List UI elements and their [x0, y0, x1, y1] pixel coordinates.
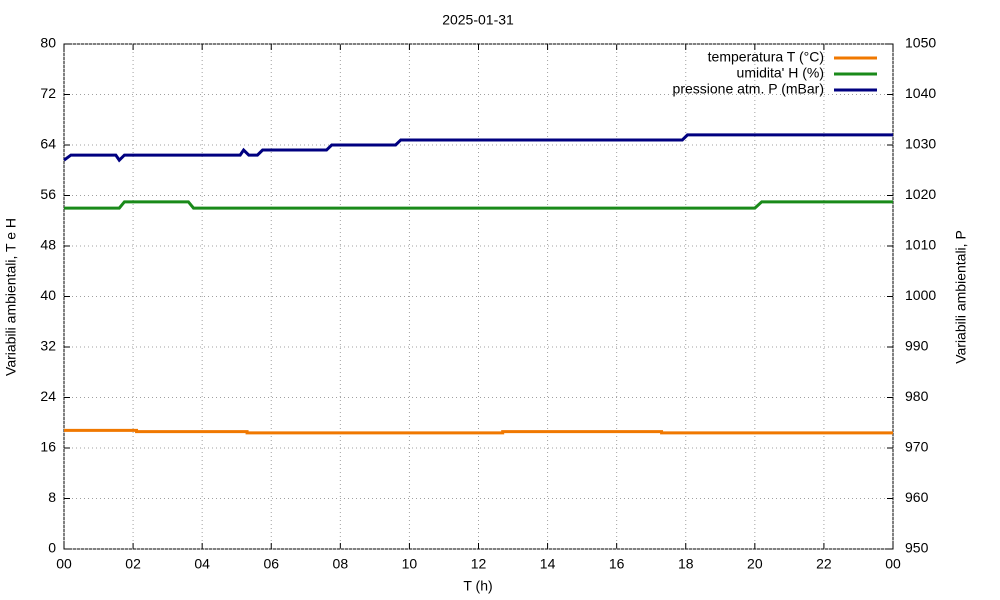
- legend-label: pressione atm. P (mBar): [673, 81, 824, 97]
- x-tick-label: 12: [471, 556, 487, 572]
- y-tick-label: 48: [40, 237, 56, 253]
- x-tick-label: 16: [609, 556, 625, 572]
- legend-label: temperatura T (°C): [708, 49, 824, 65]
- y2-tick-label: 1040: [905, 85, 936, 101]
- y-tick-label: 40: [40, 287, 56, 303]
- y-tick-label: 0: [48, 540, 56, 556]
- x-tick-label: 10: [402, 556, 418, 572]
- series-line: [64, 428, 893, 435]
- x-tick-label: 02: [125, 556, 141, 572]
- x-tick-label: 22: [816, 556, 832, 572]
- x-tick-label: 06: [263, 556, 279, 572]
- y2-tick-label: 1020: [905, 186, 936, 202]
- chart-title: 2025-01-31: [442, 12, 514, 28]
- y-tick-label: 24: [40, 388, 56, 404]
- y2-tick-label: 990: [905, 338, 929, 354]
- x-tick-label: 18: [678, 556, 694, 572]
- x-tick-label: 00: [56, 556, 72, 572]
- y-tick-label: 56: [40, 186, 56, 202]
- y2-tick-label: 960: [905, 489, 929, 505]
- x-tick-label: 00: [885, 556, 901, 572]
- legend-label: umidita' H (%): [737, 65, 824, 81]
- y2-tick-label: 1010: [905, 237, 936, 253]
- x-tick-label: 20: [747, 556, 763, 572]
- y-tick-label: 80: [40, 35, 56, 51]
- y2-tick-label: 950: [905, 540, 929, 556]
- y2-tick-label: 1000: [905, 287, 936, 303]
- x-axis-label: T (h): [463, 578, 492, 594]
- y-tick-label: 16: [40, 439, 56, 455]
- x-tick-label: 14: [540, 556, 556, 572]
- y-tick-label: 32: [40, 338, 56, 354]
- x-tick-label: 04: [194, 556, 210, 572]
- y-tick-label: 64: [40, 136, 56, 152]
- y-axis-label: Variabili ambientali, T e H: [3, 218, 19, 376]
- y2-tick-label: 980: [905, 388, 929, 404]
- y2-tick-label: 970: [905, 439, 929, 455]
- y-tick-label: 72: [40, 85, 56, 101]
- x-tick-label: 08: [333, 556, 349, 572]
- series-line: [63, 133, 893, 163]
- y2-axis-label: Variabili ambientali, P: [953, 230, 969, 364]
- series-line: [64, 200, 893, 210]
- y-tick-label: 8: [48, 489, 56, 505]
- y2-tick-label: 1050: [905, 35, 936, 51]
- y2-tick-label: 1030: [905, 136, 936, 152]
